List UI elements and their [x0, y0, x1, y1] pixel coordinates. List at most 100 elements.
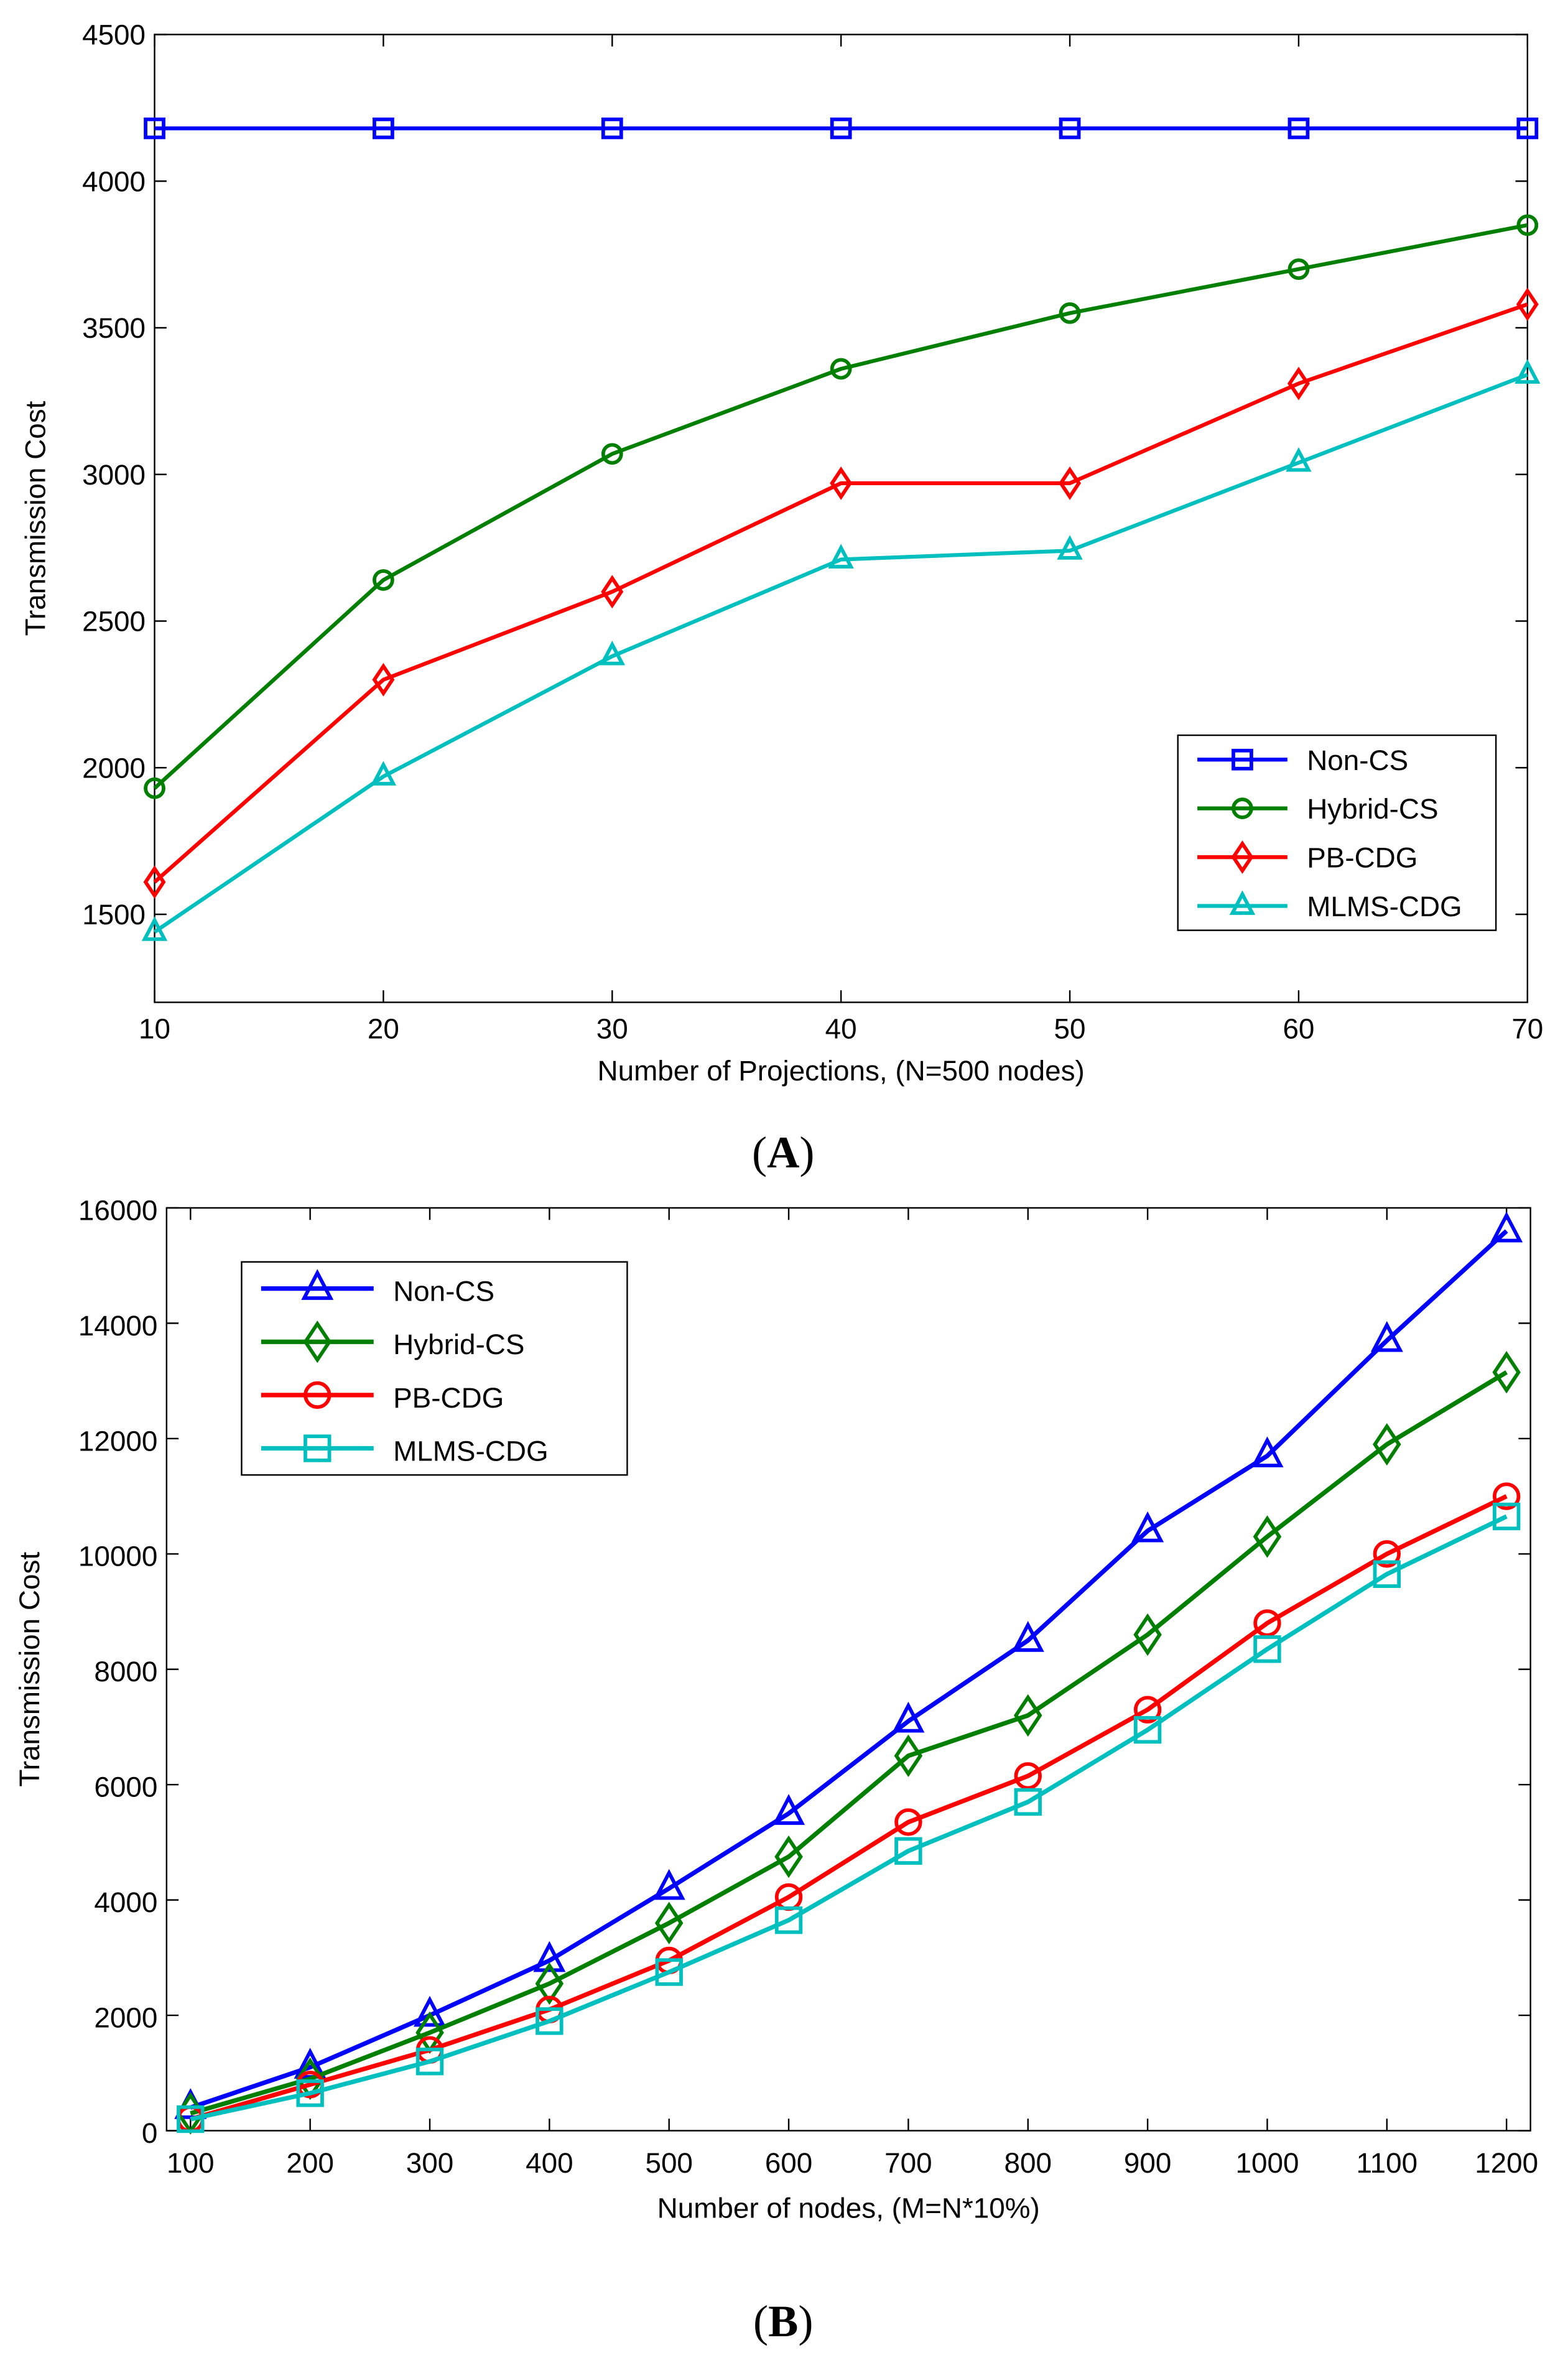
legend-label: Non-CS: [1307, 745, 1408, 776]
y-tick-label: 10000: [78, 1541, 157, 1572]
legend-box: [1177, 734, 1497, 931]
legend-marker-circle-icon: [1232, 797, 1253, 820]
data-point: [370, 761, 397, 786]
data-point: [1490, 1211, 1523, 1243]
data-point: [1492, 1482, 1521, 1510]
y-tick-label: 2500: [82, 606, 146, 638]
x-tick-label: 600: [765, 2147, 812, 2179]
x-tick-label: 30: [596, 1013, 628, 1044]
data-point: [1515, 359, 1541, 384]
data-point: [774, 1835, 803, 1878]
caption-paren: (: [753, 2296, 768, 2346]
data-point: [296, 2079, 324, 2107]
data-point: [1013, 1694, 1042, 1737]
panel-caption: (A): [752, 1128, 814, 1177]
legend-marker-circle-icon: [304, 1381, 332, 1409]
data-point: [1516, 117, 1539, 139]
y-tick-label: 14000: [78, 1310, 157, 1342]
data-point: [373, 117, 394, 139]
data-point: [774, 1906, 803, 1934]
data-point: [144, 117, 165, 139]
data-point: [143, 865, 166, 899]
caption-paren: (: [752, 1128, 767, 1177]
legend-item: PB-CDG: [1197, 840, 1417, 874]
data-point: [144, 777, 165, 799]
x-tick-label: 70: [1511, 1013, 1543, 1044]
data-point: [772, 1794, 805, 1825]
y-tick-label: 2000: [94, 2002, 157, 2034]
data-point: [1011, 1621, 1044, 1652]
data-point: [830, 117, 852, 139]
x-tick-label: 20: [368, 1013, 399, 1044]
caption-letter: A: [767, 1128, 799, 1177]
data-point: [652, 1868, 685, 1900]
legend: Non-CS Hybrid-CS PB-CDG MLMS-CDG: [1177, 734, 1497, 931]
data-point: [830, 358, 852, 380]
legend-item: Hybrid-CS: [1197, 793, 1439, 825]
data-point: [601, 117, 623, 139]
series-line: [153, 302, 1528, 884]
x-tick-label: 500: [645, 2147, 692, 2179]
series-line: [153, 373, 1528, 934]
data-point: [533, 1941, 566, 1972]
x-tick-label: 50: [1054, 1013, 1086, 1044]
legend-marker-square-icon: [304, 1434, 332, 1462]
series-line: [190, 1514, 1508, 2122]
legend-item: MLMS-CDG: [1197, 890, 1462, 922]
legend-label: PB-CDG: [1307, 842, 1417, 874]
data-point: [373, 569, 394, 591]
data-point: [1014, 1762, 1042, 1790]
data-point: [1057, 535, 1083, 560]
x-tick-label: 300: [406, 2147, 453, 2179]
data-point: [599, 641, 625, 666]
chart-a: 10 20 30 40 50 60 70 1500 2000 2500 3000 3500 4000 45…: [19, 19, 1543, 1177]
series-line: [190, 1229, 1508, 2110]
data-point: [894, 1837, 922, 1865]
x-tick-label: 1000: [1235, 2147, 1299, 2179]
y-tick-label: 4000: [82, 165, 146, 197]
data-point: [1287, 258, 1310, 281]
legend-label: Hybrid-CS: [393, 1329, 524, 1360]
legend-marker-diamond-icon: [1231, 840, 1254, 874]
x-tick-label: 1100: [1357, 2147, 1418, 2179]
data-point: [655, 1958, 683, 1986]
data-point: [415, 2048, 444, 2076]
data-point: [894, 1808, 922, 1836]
x-axis-label: Number of nodes, (M=N*10%): [657, 2192, 1040, 2224]
data-point: [1253, 1635, 1281, 1663]
y-tick-label: 8000: [94, 1656, 157, 1687]
y-tick-label: 16000: [78, 1194, 157, 1226]
data-point: [141, 916, 168, 941]
data-point: [1492, 1502, 1521, 1531]
legend-marker-diamond-icon: [303, 1321, 332, 1363]
series-mlms-cdg: [177, 1502, 1521, 2133]
legend-label: MLMS-CDG: [1307, 891, 1462, 922]
caption-letter: B: [768, 2296, 798, 2346]
y-tick-label: 0: [142, 2117, 157, 2149]
legend-marker-square-icon: [1232, 748, 1253, 771]
series-pb-cdg: [143, 287, 1539, 899]
caption-paren: ): [798, 2296, 813, 2346]
data-point: [1287, 117, 1310, 139]
data-point: [1492, 1351, 1521, 1394]
data-point: [1373, 1540, 1401, 1568]
x-tick-label: 40: [825, 1013, 857, 1044]
series-non-cs: [144, 117, 1539, 139]
x-tick-label: 700: [884, 2147, 932, 2179]
series-line: [190, 1370, 1508, 2116]
legend-label: Hybrid-CS: [1307, 793, 1438, 825]
chart-b: 100 200 300 400 500 600 700 800 900 1000 1100 12000…: [14, 1194, 1538, 2346]
data-point: [372, 662, 395, 697]
series-line: [153, 223, 1528, 790]
caption-paren: ): [799, 1128, 814, 1177]
y-axis-label: Transmission Cost: [19, 401, 51, 636]
data-point: [1133, 1715, 1162, 1744]
data-point: [177, 2105, 205, 2133]
data-point: [1014, 1788, 1042, 1816]
data-point: [1516, 287, 1539, 322]
x-tick-label: 900: [1124, 2147, 1171, 2179]
y-tick-label: 4500: [82, 19, 146, 51]
series-line: [190, 1494, 1508, 2122]
y-tick-label: 2000: [82, 752, 146, 784]
